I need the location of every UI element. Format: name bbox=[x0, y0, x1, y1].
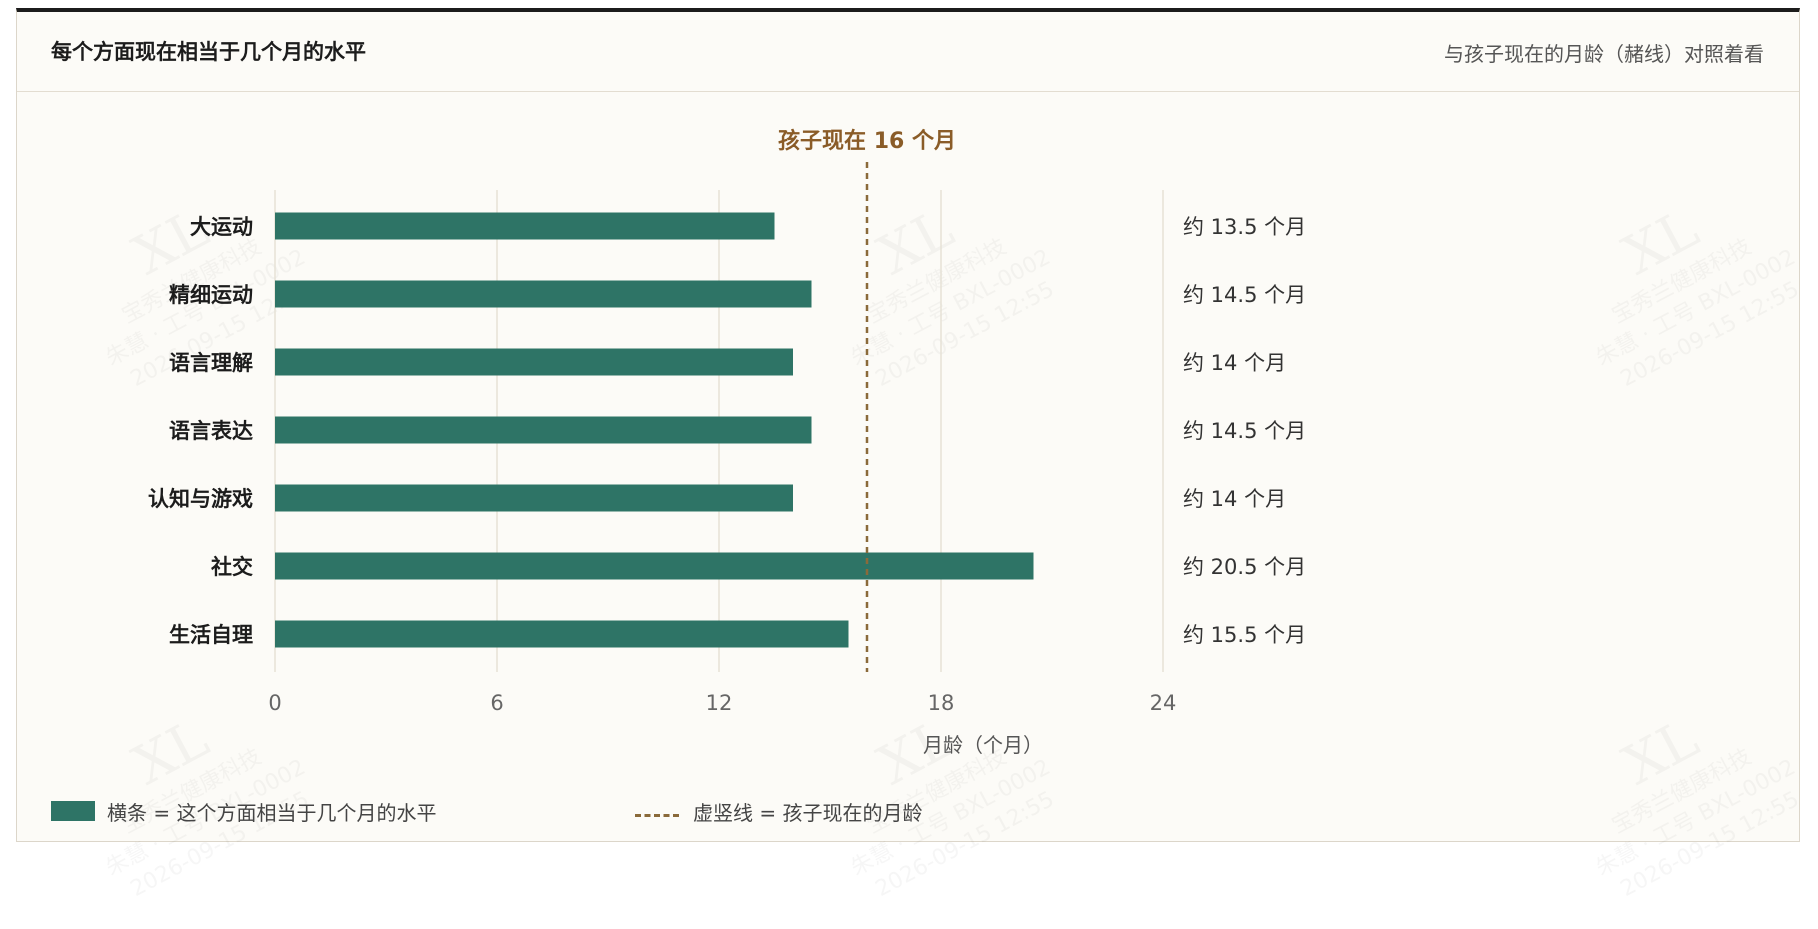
category-label: 社交 bbox=[210, 555, 253, 579]
category-label: 认知与游戏 bbox=[148, 487, 253, 511]
value-label: 约 14 个月 bbox=[1183, 487, 1286, 511]
value-label: 约 14 个月 bbox=[1183, 351, 1286, 375]
chart-subtitle: 与孩子现在的月龄（赭线）对照着看 bbox=[1444, 42, 1764, 66]
bar bbox=[275, 552, 1034, 580]
x-tick-label: 0 bbox=[268, 691, 281, 715]
bar bbox=[275, 620, 849, 648]
value-label: 约 14.5 个月 bbox=[1183, 283, 1306, 307]
chart-title: 每个方面现在相当于几个月的水平 bbox=[51, 40, 366, 64]
reference-line-label: 孩子现在 16 个月 bbox=[778, 128, 956, 154]
legend-line: 虚竖线 = 孩子现在的月龄 bbox=[635, 796, 922, 826]
legend-line-swatch bbox=[635, 813, 679, 817]
category-label: 语言理解 bbox=[169, 351, 253, 375]
bar-chart: 0 6 12 18 24月龄（个月）大运动约 13.5 个月精细运动约 14.5 个月语… bbox=[148, 128, 1306, 757]
bar bbox=[275, 416, 812, 444]
category-label: 大运动 bbox=[190, 215, 253, 239]
value-label: 约 13.5 个月 bbox=[1183, 215, 1306, 239]
value-label: 约 14.5 个月 bbox=[1183, 419, 1306, 443]
value-label: 约 20.5 个月 bbox=[1183, 555, 1306, 579]
value-label: 约 15.5 个月 bbox=[1183, 623, 1306, 647]
legend-bar: 横条 = 这个方面相当于几个月的水平 bbox=[51, 796, 436, 826]
category-label: 精细运动 bbox=[169, 283, 253, 307]
category-label: 语言表达 bbox=[169, 419, 253, 443]
card-header: 每个方面现在相当于几个月的水平 与孩子现在的月龄（赭线）对照着看 bbox=[17, 12, 1799, 92]
x-tick-label: 12 bbox=[706, 691, 733, 715]
legend-bar-text: 横条 = 这个方面相当于几个月的水平 bbox=[107, 800, 437, 825]
x-tick-label: 24 bbox=[1150, 691, 1177, 715]
x-axis-title: 月龄（个月） bbox=[923, 733, 1043, 757]
bar bbox=[275, 280, 812, 308]
legend-bar-swatch bbox=[51, 801, 95, 821]
category-label: 生活自理 bbox=[169, 623, 253, 647]
bar bbox=[275, 212, 775, 240]
chart-card: 每个方面现在相当于几个月的水平 与孩子现在的月龄（赭线）对照着看 XL 宝秀兰健… bbox=[16, 8, 1803, 902]
bar bbox=[275, 348, 793, 376]
x-tick-label: 18 bbox=[928, 691, 955, 715]
bar bbox=[275, 484, 793, 512]
x-tick-label: 6 bbox=[490, 691, 503, 715]
legend-line-text: 虚竖线 = 孩子现在的月龄 bbox=[693, 800, 923, 825]
